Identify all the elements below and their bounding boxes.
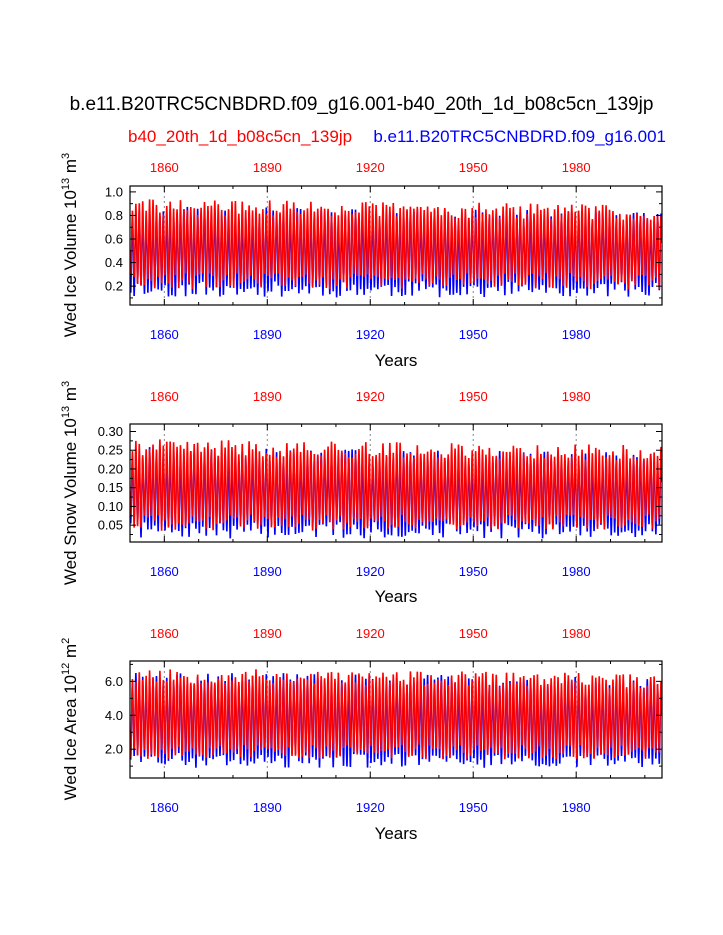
x-tick-label-bottom: 1980	[562, 800, 591, 815]
y-axis-title: Wed Snow Volume 1013 m3	[60, 381, 80, 585]
x-tick-label-bottom: 1950	[459, 564, 488, 579]
y-tick-label: 0.30	[98, 424, 123, 439]
legend-blue-case: b.e11.B20TRC5CNBDRD.f09_g16.001	[373, 127, 666, 146]
x-tick-label-bottom: 1980	[562, 327, 591, 342]
y-tick-label: 0.20	[98, 461, 123, 476]
x-tick-label-top: 1950	[459, 626, 488, 641]
series-line-red	[130, 439, 662, 531]
y-tick-label: 0.05	[98, 518, 123, 533]
x-tick-label-top: 1920	[356, 626, 385, 641]
x-tick-label-bottom: 1890	[253, 564, 282, 579]
x-tick-label-bottom: 1890	[253, 800, 282, 815]
y-tick-label: 0.15	[98, 480, 123, 495]
y-tick-label: 0.10	[98, 499, 123, 514]
x-tick-label-top: 1860	[150, 626, 179, 641]
x-tick-label-top: 1860	[150, 160, 179, 175]
y-tick-label: 0.6	[105, 232, 123, 247]
y-axis-title-part: m	[61, 159, 80, 178]
y-tick-label: 6.0	[105, 674, 123, 689]
x-tick-label-top: 1920	[356, 389, 385, 404]
y-tick-label: 0.8	[105, 208, 123, 223]
x-tick-label-bottom: 1890	[253, 327, 282, 342]
x-tick-label-bottom: 1860	[150, 564, 179, 579]
y-axis-title-part: 13	[60, 406, 72, 418]
series-line-red	[130, 199, 662, 290]
x-axis-title: Years	[375, 824, 418, 843]
y-axis-title-part: 2	[60, 638, 72, 644]
x-tick-label-top: 1980	[562, 626, 591, 641]
panel-3: 1860 1860 1890 1890 1920 1920 1950 1950 1980 1980…	[60, 626, 663, 843]
x-tick-label-bottom: 1950	[459, 800, 488, 815]
x-tick-label-top: 1890	[253, 626, 282, 641]
x-tick-label-bottom: 1920	[356, 327, 385, 342]
legend-red-case: b40_20th_1d_b08c5cn_139jp	[128, 127, 353, 146]
y-tick-label: 0.2	[105, 279, 123, 294]
y-tick-label: 1.0	[105, 184, 123, 199]
x-tick-label-top: 1860	[150, 389, 179, 404]
x-axis-title: Years	[375, 587, 418, 606]
y-axis-title-part: Wed Ice Volume 10	[61, 190, 80, 337]
y-tick-label: 4.0	[105, 708, 123, 723]
panel-1: 1860 1860 1890 1890 1920 1920 1950 1950 1980 1980…	[60, 153, 663, 370]
x-tick-label-top: 1950	[459, 389, 488, 404]
x-tick-label-bottom: 1950	[459, 327, 488, 342]
y-axis-title-part: Wed Snow Volume 10	[61, 418, 80, 585]
x-tick-label-bottom: 1920	[356, 564, 385, 579]
y-axis-title-part: 12	[60, 663, 72, 675]
panel-2: 1860 1860 1890 1890 1920 1920 1950 1950 1980 1980…	[60, 381, 663, 606]
x-tick-label-top: 1920	[356, 160, 385, 175]
y-axis-title-part: m	[61, 644, 80, 663]
y-axis-title-part: m	[61, 387, 80, 406]
x-tick-label-bottom: 1980	[562, 564, 591, 579]
y-axis-title: Wed Ice Volume 1013 m3	[60, 153, 80, 337]
x-tick-label-bottom: 1860	[150, 327, 179, 342]
series-line-red	[130, 669, 662, 760]
y-tick-label: 2.0	[105, 742, 123, 757]
x-tick-label-top: 1980	[562, 160, 591, 175]
y-tick-label: 0.25	[98, 443, 123, 458]
plot-frame	[129, 423, 663, 543]
plot-frame	[129, 185, 663, 306]
y-axis-title-part: Wed Ice Area 10	[61, 675, 80, 800]
y-axis-title-part: 3	[60, 381, 72, 387]
x-axis-title: Years	[375, 351, 418, 370]
x-tick-label-top: 1890	[253, 389, 282, 404]
figure-title: b.e11.B20TRC5CNBDRD.f09_g16.001-b40_20th…	[69, 94, 654, 115]
y-tick-label: 0.4	[105, 255, 123, 270]
x-tick-label-top: 1980	[562, 389, 591, 404]
y-axis-title-part: 3	[60, 153, 72, 159]
x-tick-label-top: 1950	[459, 160, 488, 175]
x-tick-label-bottom: 1920	[356, 800, 385, 815]
x-tick-label-bottom: 1860	[150, 800, 179, 815]
y-axis-title-part: 13	[60, 178, 72, 190]
plot-frame	[129, 660, 663, 779]
x-tick-label-top: 1890	[253, 160, 282, 175]
y-axis-title: Wed Ice Area 1012 m2	[60, 638, 80, 801]
